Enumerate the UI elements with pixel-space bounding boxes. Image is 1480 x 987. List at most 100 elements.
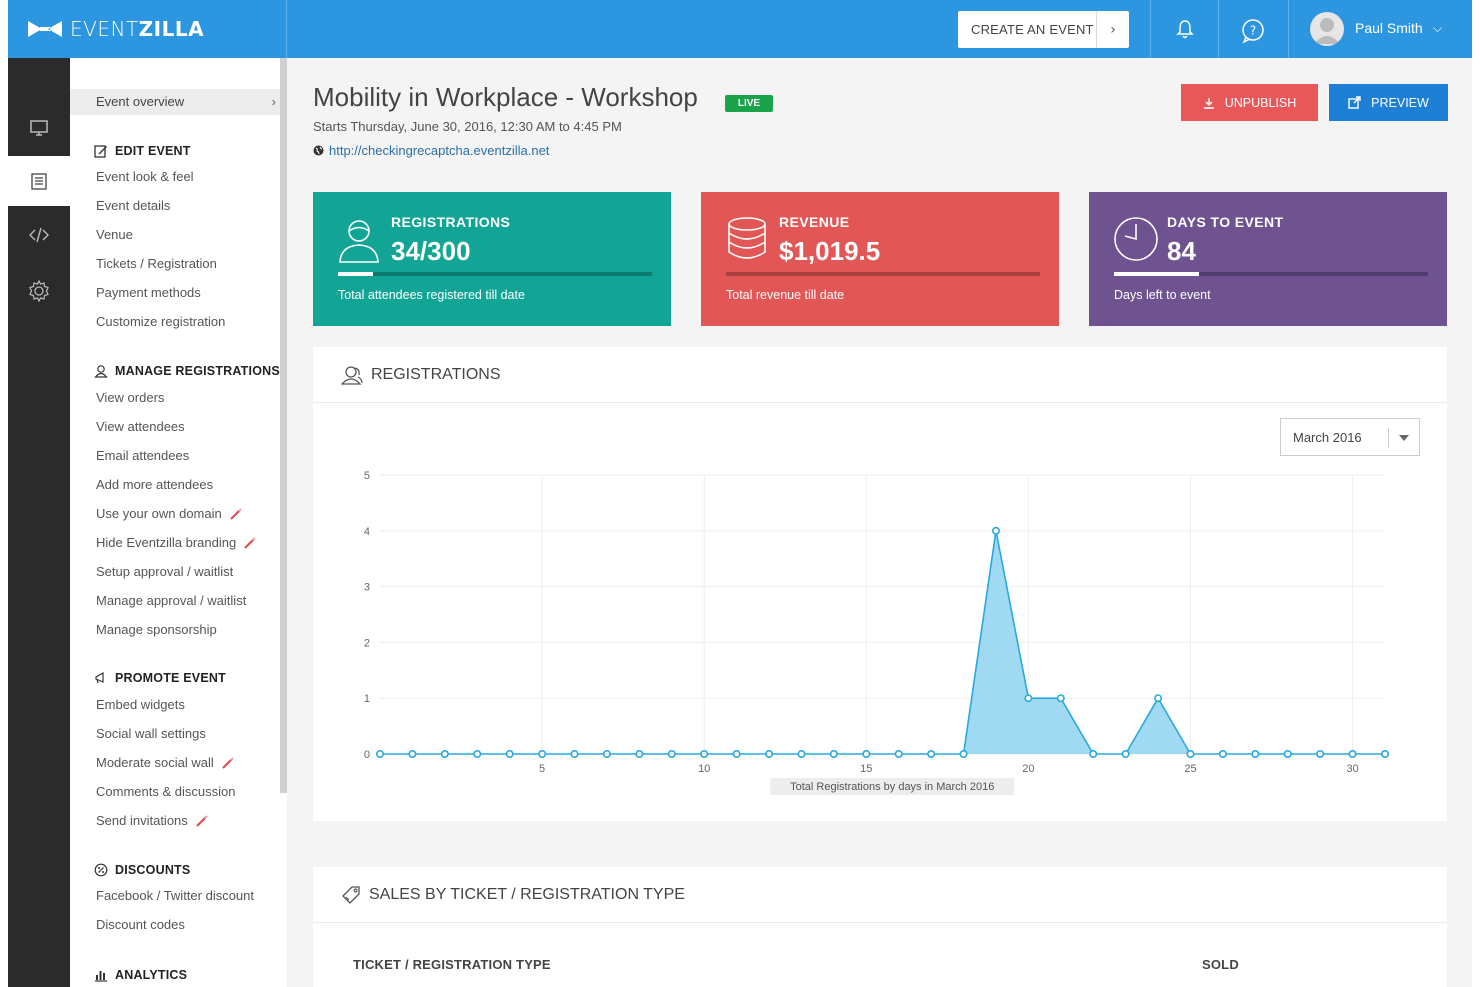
avatar[interactable]: [1310, 12, 1344, 46]
discount-icon: [94, 863, 108, 877]
sidebar-item-discount-codes[interactable]: Discount codes: [96, 917, 185, 932]
preview-button[interactable]: PREVIEW: [1329, 84, 1448, 121]
data-point: [1024, 694, 1033, 703]
create-event-button[interactable]: CREATE AN EVENT ›: [958, 11, 1129, 48]
stat-label: DAYS TO EVENT: [1167, 214, 1284, 230]
sidebar-item-email-attendees[interactable]: Email attendees: [96, 448, 190, 463]
sidebar-item-customize-registration[interactable]: Customize registration: [96, 314, 226, 329]
rail-item-monitor[interactable]: [8, 103, 70, 153]
section-promote-event: PROMOTE EVENT: [94, 671, 226, 685]
sidebar-item-label: Event overview: [96, 94, 185, 109]
data-point: [1348, 749, 1357, 758]
sidebar-item-event-details[interactable]: Event details: [96, 198, 171, 213]
sales-card: SALES BY TICKET / REGISTRATION TYPE TICK…: [313, 867, 1447, 987]
sidebar-item-send-invitations[interactable]: Send invitations: [96, 813, 208, 828]
sidebar-item-event-look-feel[interactable]: Event look & feel: [96, 169, 194, 184]
divider: [286, 0, 287, 58]
data-point: [505, 749, 514, 758]
sidebar-item-event-overview[interactable]: Event overview ›: [70, 89, 280, 115]
sidebar-item-tickets[interactable]: Tickets / Registration: [96, 256, 217, 271]
sidebar-item-view-orders[interactable]: View orders: [96, 390, 165, 405]
data-point: [667, 749, 676, 758]
sidebar-scrollbar[interactable]: [280, 58, 287, 793]
monitor-icon: [30, 120, 48, 136]
preview-label: PREVIEW: [1371, 95, 1429, 110]
data-point: [1316, 749, 1325, 758]
calendar-list-icon: [31, 173, 47, 190]
data-point: [765, 749, 774, 758]
column-header-sold[interactable]: SOLD: [1202, 957, 1239, 972]
create-event-label: CREATE AN EVENT: [971, 22, 1094, 37]
logo[interactable]: EVENT ZILLA: [28, 16, 204, 42]
stat-value: 34/300: [391, 236, 471, 266]
rail-item-settings[interactable]: [8, 266, 70, 316]
unpublish-button[interactable]: UNPUBLISH: [1181, 84, 1318, 121]
event-url-link[interactable]: http://checkingrecaptcha.eventzilla.net: [313, 143, 549, 158]
sidebar-item-label: Use your own domain: [96, 506, 222, 521]
sidebar-item-comments-discussion[interactable]: Comments & discussion: [96, 784, 236, 799]
stat-label: REGISTRATIONS: [391, 214, 511, 230]
data-point: [862, 749, 871, 758]
card-title: SALES BY TICKET / REGISTRATION TYPE: [341, 885, 685, 905]
rail-item-code[interactable]: [8, 210, 70, 260]
sidebar-item-moderate-social-wall[interactable]: Moderate social wall: [96, 755, 234, 770]
chevron-right-icon[interactable]: ›: [1096, 11, 1129, 48]
download-icon: [1203, 97, 1214, 109]
sidebar-item-label: Send invitations: [96, 813, 188, 828]
event-title: Mobility in Workplace - Workshop: [313, 82, 698, 112]
card-title-text: SALES BY TICKET / REGISTRATION TYPE: [369, 886, 685, 903]
section-discounts: DISCOUNTS: [94, 863, 190, 877]
data-point: [440, 749, 449, 758]
x-tick-label: 5: [539, 763, 545, 775]
sidebar-item-hide-branding[interactable]: Hide Eventzilla branding: [96, 535, 256, 550]
section-edit-event: EDIT EVENT: [94, 144, 191, 158]
external-link-icon: [1348, 96, 1361, 109]
data-point: [473, 749, 482, 758]
code-icon: [29, 227, 49, 243]
sidebar-item-social-wall-settings[interactable]: Social wall settings: [96, 726, 206, 741]
month-select[interactable]: March 2016: [1280, 418, 1420, 456]
y-tick-label: 4: [364, 526, 370, 538]
progress-bar: [1114, 272, 1428, 276]
sidebar-item-add-attendees[interactable]: Add more attendees: [96, 477, 214, 492]
sidebar-item-setup-approval[interactable]: Setup approval / waitlist: [96, 564, 234, 579]
data-point: [700, 749, 709, 758]
caret-down-icon: [1399, 435, 1409, 441]
status-badge: LIVE: [725, 95, 773, 112]
series-line: [380, 530, 1385, 755]
section-analytics: ANALYTICS: [94, 968, 187, 982]
user-name[interactable]: Paul Smith: [1355, 20, 1423, 36]
sidebar-item-label: Moderate social wall: [96, 755, 214, 770]
stat-description: Total revenue till date: [726, 288, 845, 302]
y-tick-label: 5: [364, 470, 370, 482]
help-chat-icon[interactable]: ?: [1240, 18, 1266, 44]
sidebar-item-manage-approval[interactable]: Manage approval / waitlist: [96, 593, 247, 608]
chevron-right-icon: ›: [271, 94, 276, 109]
data-point: [732, 749, 741, 758]
sidebar-item-facebook-twitter-discount[interactable]: Facebook / Twitter discount: [96, 888, 255, 903]
divider: [1218, 0, 1219, 58]
progress-bar: [338, 272, 652, 276]
bell-icon[interactable]: [1174, 18, 1196, 40]
sidebar-item-manage-sponsorship[interactable]: Manage sponsorship: [96, 622, 217, 637]
rail-item-events[interactable]: [8, 156, 70, 206]
sidebar-item-own-domain[interactable]: Use your own domain: [96, 506, 242, 521]
magic-wand-icon: [222, 756, 234, 769]
chevron-down-icon[interactable]: ⌵: [1433, 21, 1443, 35]
column-header-ticket-type[interactable]: TICKET / REGISTRATION TYPE: [353, 957, 551, 972]
section-manage-registrations: MANAGE REGISTRATIONS: [94, 364, 280, 378]
stat-value: $1,019.5: [779, 236, 881, 266]
sidebar-item-embed-widgets[interactable]: Embed widgets: [96, 697, 185, 712]
tag-icon: [342, 886, 360, 904]
clock-icon: [1114, 217, 1158, 261]
data-point: [1283, 749, 1292, 758]
card-title-text: REGISTRATIONS: [371, 366, 501, 383]
data-point: [1218, 749, 1227, 758]
sidebar-item-venue[interactable]: Venue: [96, 227, 133, 242]
sidebar-item-payment-methods[interactable]: Payment methods: [96, 285, 201, 300]
sidebar-item-view-attendees[interactable]: View attendees: [96, 419, 185, 434]
data-point: [829, 749, 838, 758]
data-point: [1381, 749, 1390, 758]
logo-icon: [28, 21, 62, 37]
data-point: [602, 749, 611, 758]
